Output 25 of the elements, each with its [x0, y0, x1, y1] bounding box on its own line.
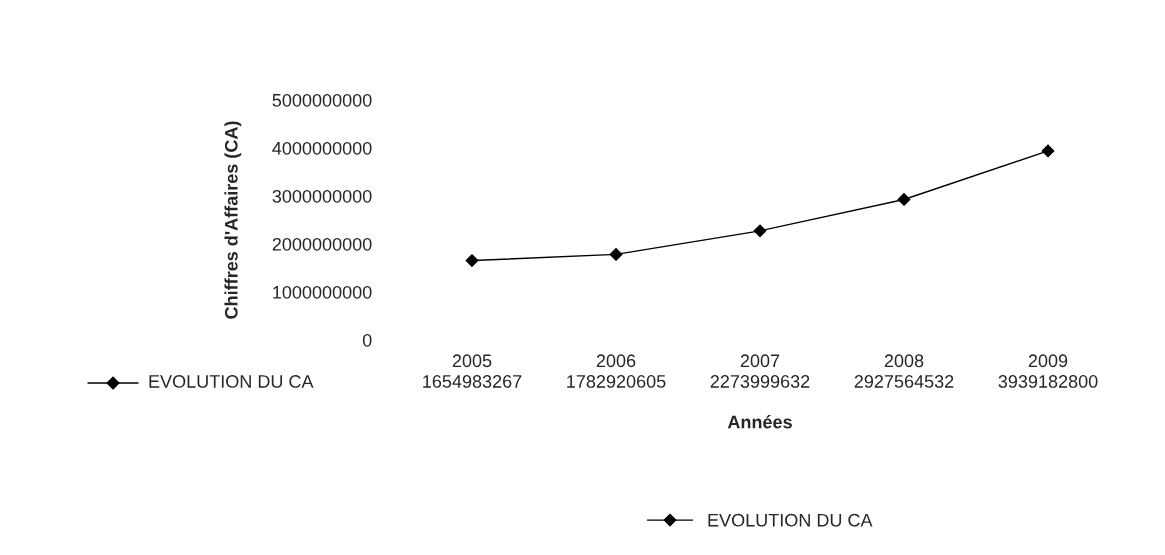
- data-label: 2927564532: [854, 375, 954, 388]
- y-tick-label: 3000000000: [272, 189, 372, 203]
- data-label: 3939182800: [998, 375, 1098, 388]
- x-tick-label: 2009: [1028, 354, 1068, 368]
- y-tick-label: 1000000000: [273, 285, 372, 299]
- x-tick-label: 2007: [740, 354, 780, 368]
- data-label: 1654983267: [423, 375, 522, 388]
- y-tick-label: 2000000000: [272, 237, 372, 251]
- y-tick-label: 5000000000: [272, 93, 372, 107]
- y-axis-title: Chiffres d'Affaires (CA): [224, 121, 242, 319]
- point: [609, 248, 623, 261]
- x-tick-label: 2006: [596, 354, 636, 368]
- legend-label: EVOLUTION DU CA: [149, 375, 314, 388]
- point: [465, 254, 479, 267]
- x-axis-title: Années: [727, 415, 792, 429]
- point: [897, 193, 911, 206]
- data-label: 2273999632: [710, 375, 810, 388]
- text: EVOLUTION DU CA: [708, 513, 873, 527]
- x-tick-label: 2008: [884, 354, 924, 368]
- data-label: 1782920605: [567, 375, 666, 388]
- x-tick-label: 2005: [452, 354, 492, 368]
- y-tick-label: 0: [362, 333, 372, 347]
- point: [1041, 144, 1055, 158]
- y-tick-label: 4000000000: [272, 141, 372, 155]
- point: [753, 224, 767, 238]
